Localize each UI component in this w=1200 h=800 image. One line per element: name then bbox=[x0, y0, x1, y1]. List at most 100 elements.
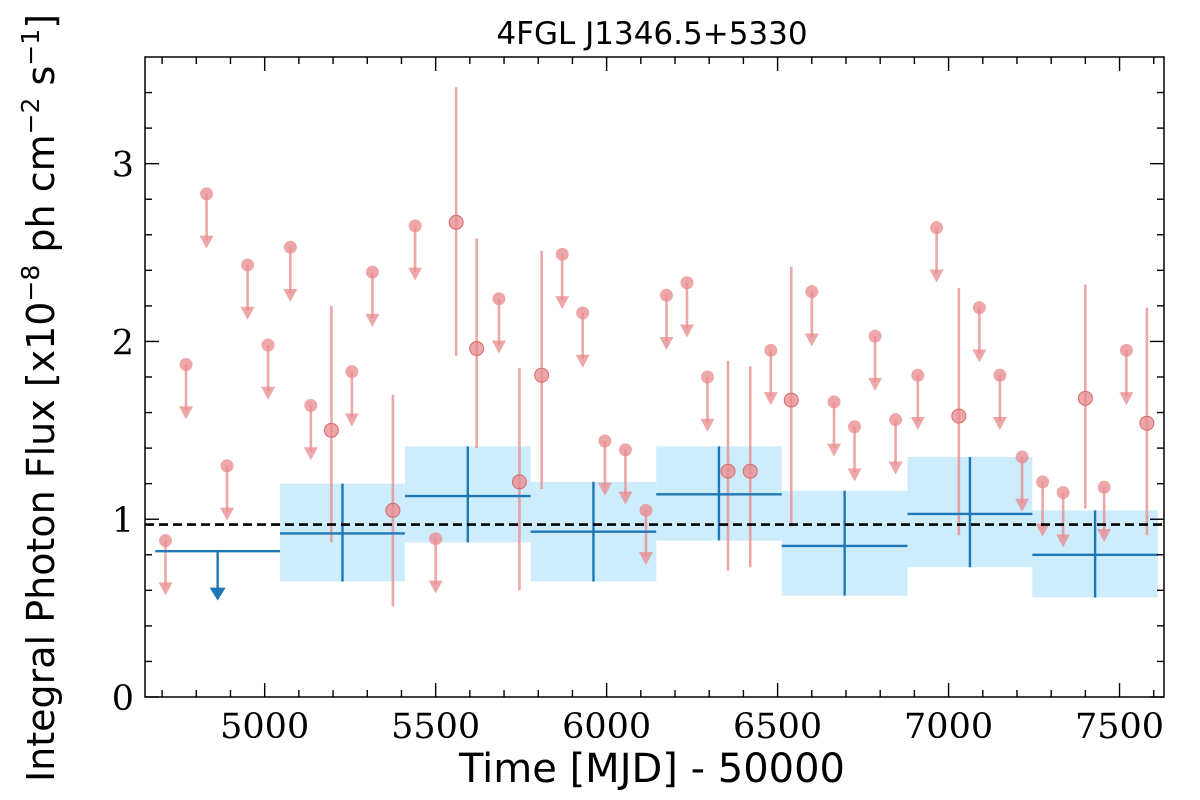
short-bin-upper-limit-marker bbox=[365, 265, 379, 279]
y-axis-title-exponent: −2 bbox=[16, 98, 45, 135]
short-bin-arrow-head bbox=[638, 552, 653, 566]
short-bin-arrow-head bbox=[972, 349, 987, 363]
x-tick-label: 7000 bbox=[904, 707, 993, 747]
short-bin-point bbox=[720, 463, 736, 479]
short-bin-arrow-head bbox=[408, 267, 423, 281]
x-tick-label: 6500 bbox=[733, 707, 822, 747]
short-bin-arrow-head bbox=[847, 468, 862, 482]
short-bin-upper-limit-marker bbox=[972, 301, 986, 315]
short-bin-arrow-head bbox=[618, 491, 633, 505]
short-bin-upper-limit-marker bbox=[220, 459, 234, 473]
short-bin-arrow-head bbox=[220, 507, 235, 521]
short-bin-arrow-head bbox=[1097, 529, 1112, 542]
y-axis-title-part: ph cm bbox=[19, 134, 63, 264]
y-axis-title: Integral Photon Flux [x10−8 ph cm−2 s−1] bbox=[16, 14, 63, 782]
short-bin-upper-limit-marker bbox=[848, 420, 862, 434]
x-axis-title: Time [MJD] - 50000 bbox=[458, 746, 845, 792]
short-bin-upper-limit-marker bbox=[283, 240, 297, 254]
short-bin-arrow-head bbox=[929, 269, 944, 283]
short-bin-arrow-head bbox=[491, 340, 506, 354]
short-bin-point bbox=[1077, 390, 1093, 406]
short-bin-upper-limit-marker bbox=[304, 398, 318, 412]
y-tick-label: 3 bbox=[112, 146, 134, 186]
short-bin-upper-limit-marker bbox=[930, 221, 944, 235]
axis-ticks bbox=[145, 57, 1164, 698]
short-bin-upper-limit-marker bbox=[827, 395, 841, 409]
short-bin-arrow-head bbox=[555, 296, 570, 310]
short-bin-arrow-head bbox=[700, 418, 715, 432]
chart-title: 4FGL J1346.5+5330 bbox=[496, 16, 807, 52]
short-bin-upper-limit-marker bbox=[680, 276, 694, 290]
short-bin-upper-limit-marker bbox=[429, 532, 443, 546]
short-bin-upper-limit-marker bbox=[639, 503, 653, 517]
short-bin-arrow-head bbox=[179, 406, 194, 420]
x-tick-label: 6000 bbox=[562, 707, 651, 747]
short-bin-arrow-head bbox=[1119, 392, 1134, 406]
short-bin-upper-limit-marker bbox=[618, 443, 632, 457]
short-bin-arrow-head bbox=[659, 337, 674, 350]
short-bin-point bbox=[534, 367, 550, 383]
short-bin-arrow-head bbox=[763, 392, 778, 406]
short-bin-upper-limit-marker bbox=[1119, 343, 1133, 357]
y-tick-label: 2 bbox=[112, 323, 134, 363]
short-bin-upper-limit-marker bbox=[701, 370, 715, 384]
y-tick-label: 0 bbox=[112, 679, 134, 719]
short-bin-arrow-head bbox=[679, 324, 694, 338]
y-axis-title-part: Integral Photon Flux [x10 bbox=[19, 302, 63, 783]
x-tick-label: 5000 bbox=[220, 707, 309, 747]
x-tick-label: 7500 bbox=[1075, 707, 1164, 747]
short-bin-upper-limit-marker bbox=[598, 434, 612, 448]
y-axis-title-part: s bbox=[19, 66, 63, 98]
short-bin-arrow-head bbox=[1015, 498, 1030, 512]
y-axis-title-part: ] bbox=[19, 14, 63, 29]
y-axis-title-exponent: −8 bbox=[16, 265, 45, 302]
short-bin-upper-limit-marker bbox=[555, 247, 569, 261]
long-bin-series bbox=[155, 446, 1158, 601]
short-bin-arrow-head bbox=[888, 461, 903, 475]
short-bin-point bbox=[385, 502, 401, 518]
y-tick-labels: 0 1 2 3 bbox=[112, 146, 134, 719]
short-bin-upper-limit-marker bbox=[345, 365, 359, 379]
short-bin-arrow-head bbox=[827, 443, 842, 457]
short-bin-arrow-head bbox=[910, 417, 925, 430]
short-bin-point bbox=[323, 422, 339, 438]
short-bin-arrow-head bbox=[868, 377, 883, 391]
short-bin-upper-limit-marker bbox=[911, 368, 925, 382]
short-bin-series bbox=[158, 87, 1155, 607]
short-bin-upper-limit-marker bbox=[241, 258, 255, 272]
short-bin-arrow-head bbox=[1056, 534, 1071, 548]
short-bin-upper-limit-marker bbox=[993, 368, 1007, 382]
x-tick-labels: 5000 5500 6000 6500 7000 7500 bbox=[220, 707, 1164, 747]
short-bin-arrow-head bbox=[597, 482, 612, 496]
short-bin-arrow-head bbox=[575, 354, 590, 368]
short-bin-upper-limit-marker bbox=[868, 329, 882, 343]
short-bin-upper-limit-marker bbox=[492, 292, 506, 306]
short-bin-upper-limit-marker bbox=[1056, 486, 1070, 500]
short-bin-point bbox=[469, 341, 485, 357]
short-bin-arrow-head bbox=[240, 306, 255, 320]
plot-frame bbox=[144, 56, 1165, 698]
short-bin-arrow-head bbox=[261, 386, 276, 400]
short-bin-upper-limit-marker bbox=[889, 413, 903, 427]
short-bin-arrow-head bbox=[365, 313, 380, 327]
short-bin-upper-limit-marker bbox=[159, 534, 173, 548]
short-bin-arrow-head bbox=[283, 289, 298, 302]
short-bin-arrow-head bbox=[158, 582, 173, 596]
short-bin-arrow-head bbox=[1035, 523, 1050, 537]
short-bin-point bbox=[783, 392, 799, 408]
short-bin-point bbox=[742, 463, 758, 479]
y-axis-title-exponent: −1 bbox=[16, 29, 45, 66]
short-bin-point bbox=[951, 408, 967, 424]
short-bin-arrow-head bbox=[428, 580, 443, 594]
y-tick-label: 1 bbox=[112, 501, 134, 541]
short-bin-arrow-head bbox=[199, 235, 214, 249]
short-bin-upper-limit-marker bbox=[1015, 450, 1029, 464]
short-bin-point bbox=[1139, 415, 1155, 431]
long-bin-arrow-head bbox=[209, 587, 226, 601]
short-bin-arrow-head bbox=[992, 417, 1007, 430]
short-bin-upper-limit-marker bbox=[408, 219, 422, 233]
short-bin-upper-limit-marker bbox=[805, 285, 819, 299]
x-tick-label: 5500 bbox=[391, 707, 480, 747]
short-bin-arrow-head bbox=[804, 333, 819, 347]
